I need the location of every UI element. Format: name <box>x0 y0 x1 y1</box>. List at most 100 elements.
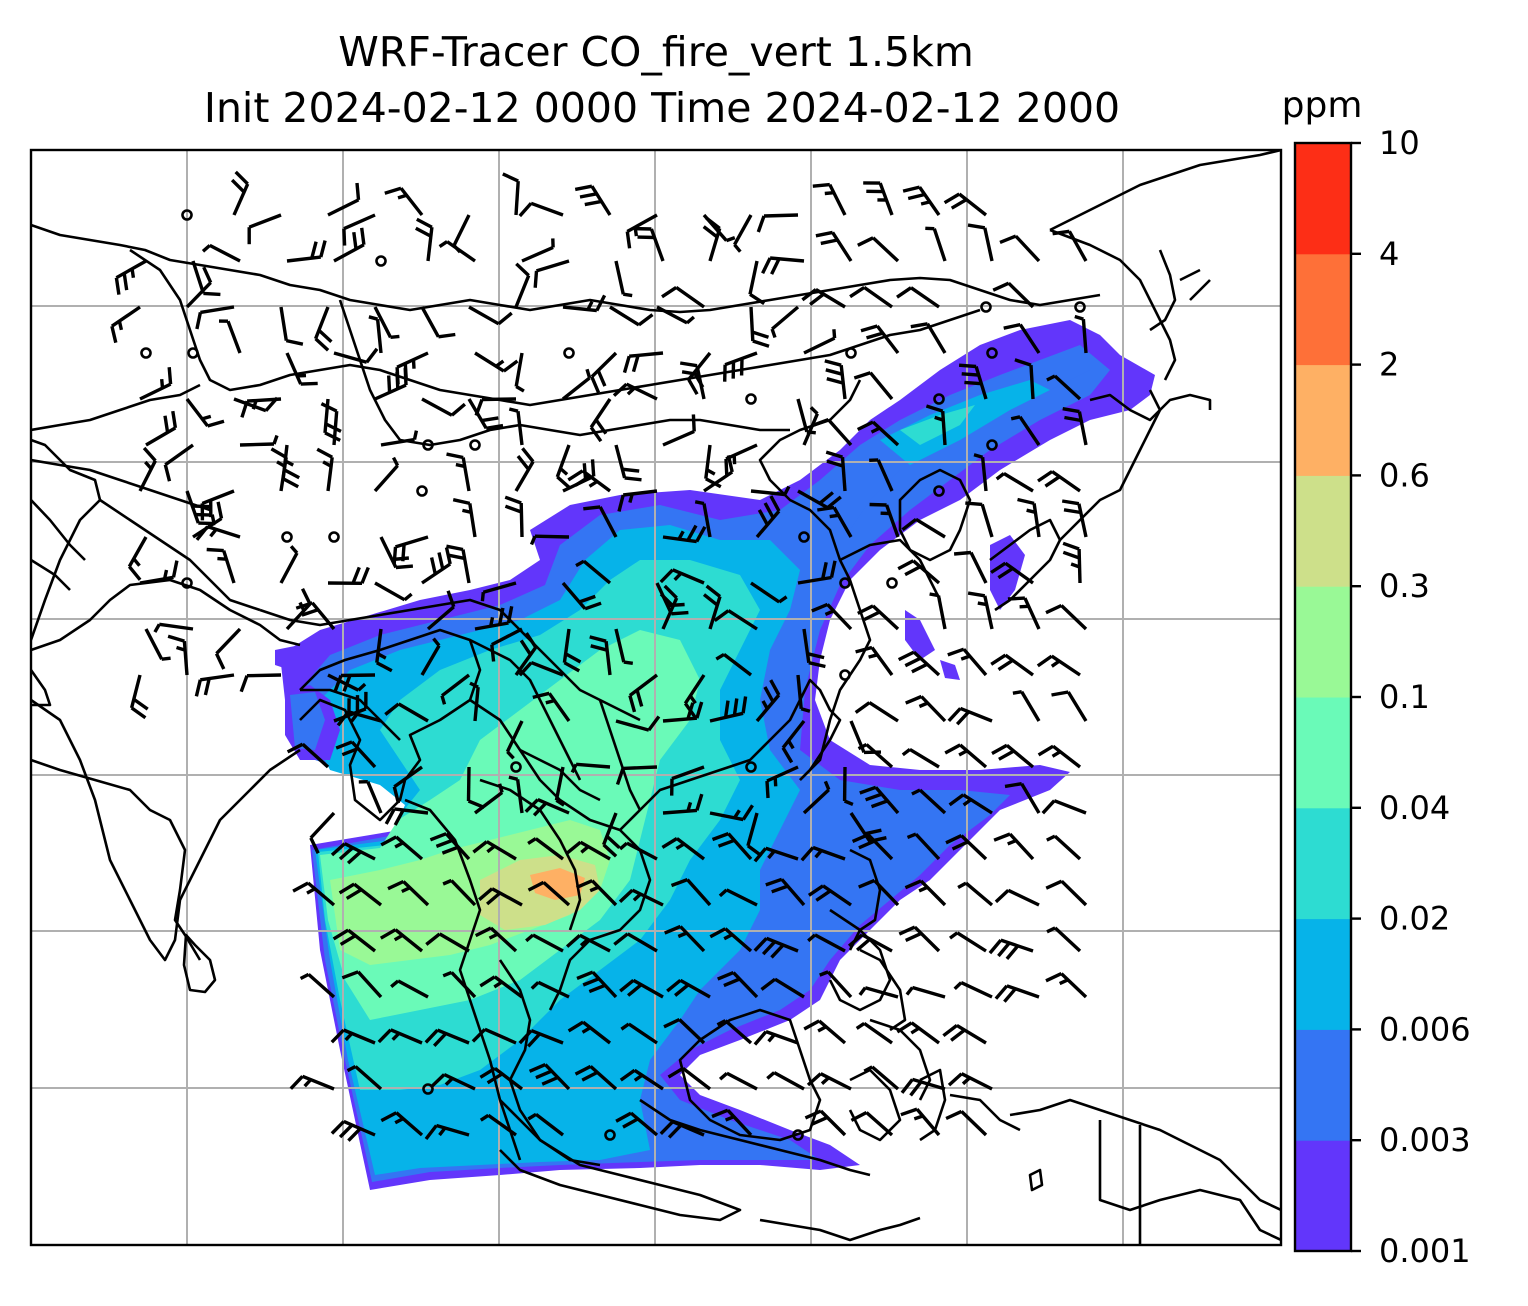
wind-barb <box>239 434 279 447</box>
wind-barb <box>153 622 194 633</box>
wind-barb <box>518 1029 564 1048</box>
wind-barb <box>670 878 712 907</box>
wind-barb <box>925 404 947 446</box>
wind-barb <box>490 627 523 662</box>
wind-barb <box>446 544 471 584</box>
wind-barb <box>474 926 518 953</box>
wind-barb <box>853 371 894 401</box>
wind-barb <box>561 581 602 611</box>
wind-barb <box>589 635 612 676</box>
wind-barb <box>574 184 612 216</box>
colorbar-segment <box>1295 1029 1351 1141</box>
wind-barb <box>285 352 318 386</box>
wind-barb <box>896 1021 941 1045</box>
wind-barb <box>468 305 513 326</box>
wind-barb <box>663 1017 706 1045</box>
wind-barb <box>994 888 1040 907</box>
wind-barb <box>929 592 947 630</box>
wind-barb <box>518 661 564 677</box>
wind-barb <box>1036 654 1081 677</box>
wind-barb <box>709 927 753 953</box>
wind-barb <box>715 652 753 677</box>
wind-barb <box>947 706 993 726</box>
wind-barb <box>807 933 846 953</box>
wind-barb <box>218 319 242 354</box>
wind-barb <box>214 627 242 670</box>
wind-barb <box>270 447 288 492</box>
wind-barb <box>110 305 141 344</box>
wind-barb <box>947 1072 993 1091</box>
wind-barb <box>1045 972 1088 999</box>
wind-barb <box>472 840 517 861</box>
wind-barb <box>514 352 525 393</box>
wind-barb <box>702 216 722 262</box>
gridlines <box>31 150 1281 1245</box>
wind-barb <box>279 306 304 346</box>
wind-barb <box>992 281 1035 309</box>
wind-barb <box>374 581 413 602</box>
wind-barb <box>527 837 565 861</box>
wind-barb <box>565 933 611 953</box>
wind-barb <box>973 453 988 492</box>
wind-barb <box>191 260 221 297</box>
wind-barb <box>333 673 376 692</box>
wind-barb <box>474 351 519 373</box>
wind-barb <box>185 266 213 309</box>
wind-barb <box>753 936 799 959</box>
wind-barb <box>469 681 480 722</box>
wind-barb <box>967 223 994 262</box>
wind-barb <box>505 720 524 760</box>
wind-barb <box>342 213 376 246</box>
wind-barb <box>679 361 706 400</box>
wind-barb <box>518 201 564 218</box>
calm-wind-marker <box>798 531 810 543</box>
wind-barb <box>896 286 940 309</box>
wind-barb <box>711 1108 753 1137</box>
wind-barb <box>533 259 570 288</box>
wind-barb <box>958 363 988 400</box>
wind-barb <box>807 884 852 907</box>
wind-barb <box>994 984 1040 1003</box>
wind-barb <box>806 1072 852 1091</box>
wind-barb <box>993 832 1035 861</box>
calm-wind-marker <box>792 1129 804 1141</box>
wind-barb <box>1003 322 1041 354</box>
wind-barb <box>953 981 993 999</box>
colorbar-segment <box>1295 807 1351 920</box>
wind-barb <box>863 1065 900 1091</box>
wind-barb <box>373 306 400 339</box>
calm-wind-marker <box>375 255 387 267</box>
wind-barb <box>802 628 826 669</box>
wind-barb <box>1046 926 1082 953</box>
wind-barb <box>615 715 661 732</box>
wind-barb <box>567 1020 612 1045</box>
wind-barb <box>167 634 189 676</box>
wind-barb <box>194 673 235 697</box>
calm-wind-marker <box>187 347 199 359</box>
wind-barb <box>508 407 524 446</box>
wind-barb <box>479 1066 524 1091</box>
wind-barb <box>612 382 658 401</box>
wind-barb <box>856 420 900 447</box>
wind-barb <box>670 765 705 796</box>
wind-barb <box>947 647 988 677</box>
wind-barb <box>440 673 471 705</box>
calm-wind-marker <box>886 577 898 589</box>
wind-barb <box>858 986 899 999</box>
calm-wind-marker <box>422 439 434 451</box>
wind-barb <box>139 367 173 401</box>
wind-barb <box>953 550 988 584</box>
wind-barb <box>473 783 504 815</box>
wind-barb <box>901 747 940 769</box>
wind-barb <box>803 329 837 355</box>
wind-barb <box>201 243 241 263</box>
wind-barb <box>1062 407 1088 446</box>
calm-wind-marker <box>986 347 998 359</box>
map-frame <box>29 148 1283 1247</box>
wind-barb <box>622 351 664 374</box>
wind-barb <box>309 811 336 854</box>
colorbar-segment <box>1295 364 1351 476</box>
wind-barb <box>1041 799 1087 815</box>
wind-barb <box>514 262 531 308</box>
wind-barb <box>817 505 853 538</box>
